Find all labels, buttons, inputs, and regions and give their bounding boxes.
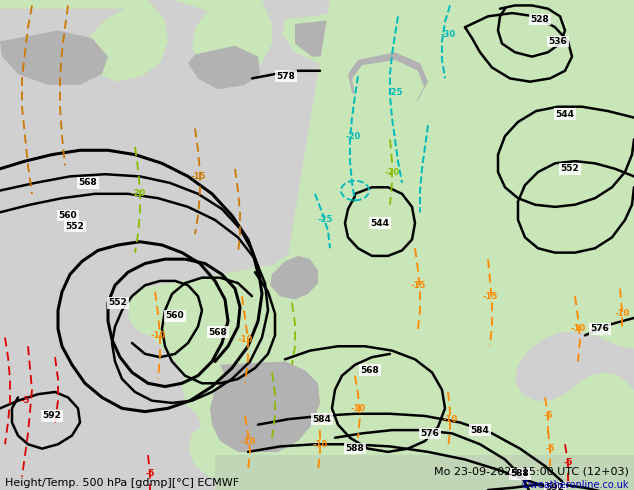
Text: 592: 592 xyxy=(546,483,564,490)
Text: 576: 576 xyxy=(590,324,609,333)
Text: -30: -30 xyxy=(441,30,456,39)
Polygon shape xyxy=(295,20,352,57)
Text: -15: -15 xyxy=(410,281,425,290)
Polygon shape xyxy=(352,60,424,111)
Text: -10: -10 xyxy=(351,404,366,413)
Polygon shape xyxy=(0,0,168,82)
Text: -5: -5 xyxy=(543,412,553,420)
Text: -10: -10 xyxy=(313,440,328,449)
Text: 552: 552 xyxy=(66,222,84,231)
Polygon shape xyxy=(215,455,634,490)
Polygon shape xyxy=(128,0,634,490)
Text: -25: -25 xyxy=(387,88,403,97)
Text: 588: 588 xyxy=(346,444,365,453)
Text: -10: -10 xyxy=(443,415,458,424)
Text: -25: -25 xyxy=(317,216,333,224)
Polygon shape xyxy=(270,256,318,299)
Polygon shape xyxy=(188,46,260,89)
Text: -10: -10 xyxy=(571,324,586,333)
Text: 560: 560 xyxy=(59,211,77,220)
Polygon shape xyxy=(265,250,325,307)
Polygon shape xyxy=(348,52,428,109)
Polygon shape xyxy=(0,30,108,85)
Text: Height/Temp. 500 hPa [gdmp][°C] ECMWF: Height/Temp. 500 hPa [gdmp][°C] ECMWF xyxy=(5,478,239,488)
Text: 576: 576 xyxy=(420,429,439,438)
Text: -15: -15 xyxy=(190,172,205,181)
Text: Mo 23-09-2024 15:00 UTC (12+03): Mo 23-09-2024 15:00 UTC (12+03) xyxy=(434,467,629,477)
Text: 552: 552 xyxy=(560,164,579,173)
Text: -10: -10 xyxy=(614,309,630,318)
Polygon shape xyxy=(282,13,358,63)
Text: 528: 528 xyxy=(531,15,550,24)
Text: 568: 568 xyxy=(79,178,98,188)
Polygon shape xyxy=(208,357,325,463)
Text: ©weatheronline.co.uk: ©weatheronline.co.uk xyxy=(521,480,629,490)
Text: -20: -20 xyxy=(131,189,146,198)
Text: -5: -5 xyxy=(20,396,30,405)
Text: -15: -15 xyxy=(482,292,498,301)
Text: 544: 544 xyxy=(555,110,574,119)
Text: -20: -20 xyxy=(346,132,361,141)
Text: 568: 568 xyxy=(209,328,228,337)
Text: 568: 568 xyxy=(361,366,379,375)
Text: -10: -10 xyxy=(237,335,252,344)
Text: 588: 588 xyxy=(510,469,529,478)
Text: 584: 584 xyxy=(470,426,489,435)
Text: 584: 584 xyxy=(313,415,332,424)
Text: 536: 536 xyxy=(548,37,567,46)
Text: 560: 560 xyxy=(165,311,184,320)
Text: -10: -10 xyxy=(240,437,256,445)
Text: -5: -5 xyxy=(545,444,555,453)
Text: 592: 592 xyxy=(42,412,61,420)
Text: 544: 544 xyxy=(370,219,389,228)
Text: 552: 552 xyxy=(108,298,127,307)
Text: -10: -10 xyxy=(150,331,165,340)
Text: -20: -20 xyxy=(384,168,399,176)
Text: -5: -5 xyxy=(563,458,573,467)
Polygon shape xyxy=(172,0,272,78)
Text: 578: 578 xyxy=(276,72,295,81)
Polygon shape xyxy=(210,362,320,455)
Polygon shape xyxy=(215,452,634,490)
Text: -5: -5 xyxy=(145,469,155,478)
